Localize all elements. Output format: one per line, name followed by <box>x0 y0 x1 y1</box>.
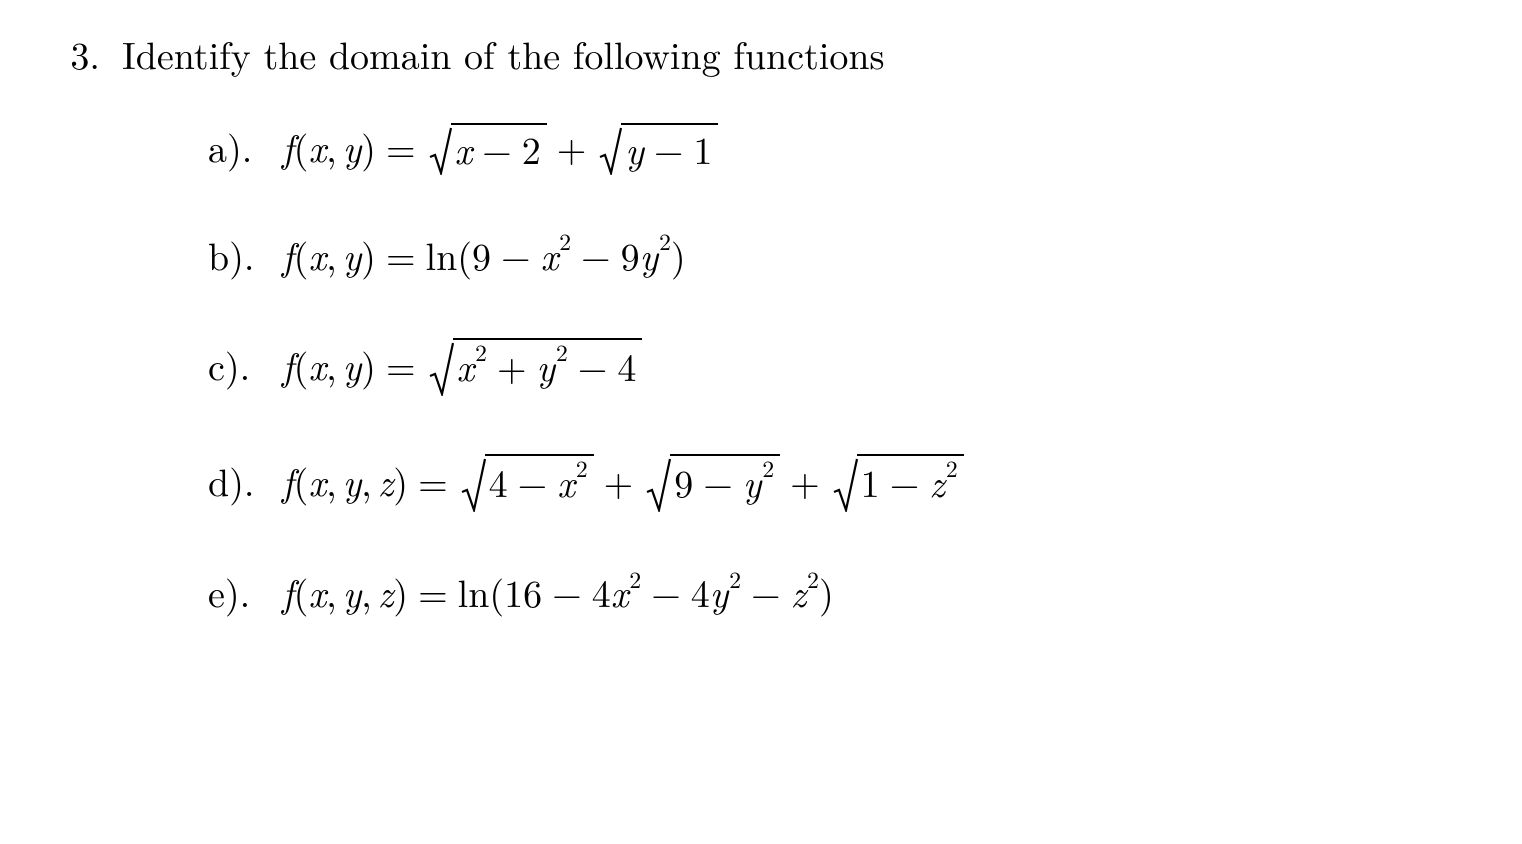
var-x: x <box>308 125 326 171</box>
math-expression-a: f(x,y) = x−2 + y−1 <box>282 123 718 173</box>
sqrt-icon: y−1 <box>598 123 718 173</box>
exp-2: 2 <box>806 564 819 592</box>
subitem-e: e). f(x,y,z) = ln(16−4x2−4y2−z2) <box>208 570 1462 616</box>
exp-2: 2 <box>728 564 741 592</box>
page: 3. Identify the domain of the following … <box>0 0 1522 616</box>
exp-2: 2 <box>628 564 641 592</box>
var-f: f <box>282 343 294 389</box>
sqrt-icon: 1−z2 <box>832 454 964 510</box>
var-y: y <box>343 233 361 279</box>
var-y: y <box>710 570 728 616</box>
equals-sign: = <box>376 233 426 279</box>
var-y: y <box>625 129 643 171</box>
num-9: 9 <box>472 233 491 279</box>
equals-sign: = <box>408 459 458 505</box>
num-4: 4 <box>691 570 710 616</box>
exp-2: 2 <box>558 226 571 254</box>
problem-heading: 3. Identify the domain of the following … <box>60 32 1462 78</box>
fn-ln: ln <box>458 570 490 616</box>
var-z: z <box>378 570 394 616</box>
var-x: x <box>308 343 326 389</box>
minus-sign: − <box>641 570 691 616</box>
subitem-label: c). <box>208 343 264 389</box>
exp-2: 2 <box>575 455 588 481</box>
var-x: x <box>541 233 559 279</box>
var-x: x <box>308 233 326 279</box>
subitem-list: a). f(x,y) = x−2 + y−1 b). f(x,y) = <box>208 123 1462 616</box>
subitem-label: e). <box>208 570 264 616</box>
exp-2: 2 <box>474 339 487 365</box>
exp-2: 2 <box>761 455 774 481</box>
subitem-label: b). <box>208 233 264 279</box>
equals-sign: = <box>408 570 458 616</box>
plus-sign: + <box>780 459 830 505</box>
var-x: x <box>611 570 629 616</box>
minus-sign: − <box>472 129 522 171</box>
minus-sign: − <box>491 233 541 279</box>
num-16: 16 <box>504 570 542 616</box>
sqrt-icon: 9−y2 <box>645 454 780 510</box>
num-4: 4 <box>592 570 611 616</box>
var-x: x <box>457 346 475 388</box>
sqrt-icon: x2+y2−4 <box>428 338 643 394</box>
minus-sign: − <box>568 346 618 388</box>
sqrt-icon: x−2 <box>428 123 547 173</box>
math-expression-b: f(x,y) = ln(9−x2−9y2) <box>282 233 686 279</box>
minus-sign: − <box>880 462 930 504</box>
var-y: y <box>343 125 361 171</box>
var-x: x <box>557 462 575 504</box>
num-9: 9 <box>674 462 693 504</box>
num-4: 4 <box>617 346 636 388</box>
subitem-c: c). f(x,y) = x2+y2−4 <box>208 338 1462 394</box>
math-expression-d: f(x,y,z) = 4−x2 + 9−y2 + 1−z2 <box>282 454 964 510</box>
subitem-a: a). f(x,y) = x−2 + y−1 <box>208 123 1462 173</box>
minus-sign: − <box>508 462 558 504</box>
math-expression-e: f(x,y,z) = ln(16−4x2−4y2−z2) <box>282 570 834 616</box>
plus-sign: + <box>594 459 644 505</box>
var-y: y <box>343 570 361 616</box>
var-y: y <box>537 346 555 388</box>
var-y: y <box>343 343 361 389</box>
problem-prompt: Identify the domain of the following fun… <box>122 32 884 78</box>
exp-2: 2 <box>658 226 671 254</box>
plus-sign: + <box>547 125 597 171</box>
fn-ln: ln <box>426 233 458 279</box>
sqrt-icon: 4−x2 <box>460 454 594 510</box>
problem-number: 3. <box>60 32 100 78</box>
var-y: y <box>343 459 361 505</box>
num-9: 9 <box>621 233 640 279</box>
var-y: y <box>640 233 658 279</box>
var-x: x <box>308 459 326 505</box>
minus-sign: − <box>542 570 592 616</box>
subitem-label: a). <box>208 125 264 171</box>
num-2: 2 <box>522 129 541 171</box>
var-f: f <box>282 125 294 171</box>
plus-sign: + <box>487 346 537 388</box>
var-x: x <box>308 570 326 616</box>
subitem-b: b). f(x,y) = ln(9−x2−9y2) <box>208 233 1462 279</box>
num-4: 4 <box>489 462 508 504</box>
math-expression-c: f(x,y) = x2+y2−4 <box>282 338 642 394</box>
exp-2: 2 <box>945 455 958 481</box>
exp-2: 2 <box>555 339 568 365</box>
minus-sign: − <box>741 570 791 616</box>
equals-sign: = <box>376 125 426 171</box>
minus-sign: − <box>644 129 694 171</box>
var-y: y <box>743 462 761 504</box>
var-x: x <box>455 129 473 171</box>
minus-sign: − <box>571 233 621 279</box>
num-1: 1 <box>693 129 712 171</box>
var-f: f <box>282 459 294 505</box>
var-z: z <box>378 459 394 505</box>
subitem-label: d). <box>208 459 264 505</box>
minus-sign: − <box>693 462 743 504</box>
equals-sign: = <box>376 343 426 389</box>
subitem-d: d). f(x,y,z) = 4−x2 + 9−y2 + 1−z2 <box>208 454 1462 510</box>
var-f: f <box>282 233 294 279</box>
num-1: 1 <box>861 462 880 504</box>
var-f: f <box>282 570 294 616</box>
var-z: z <box>791 570 807 616</box>
var-z: z <box>929 462 945 504</box>
